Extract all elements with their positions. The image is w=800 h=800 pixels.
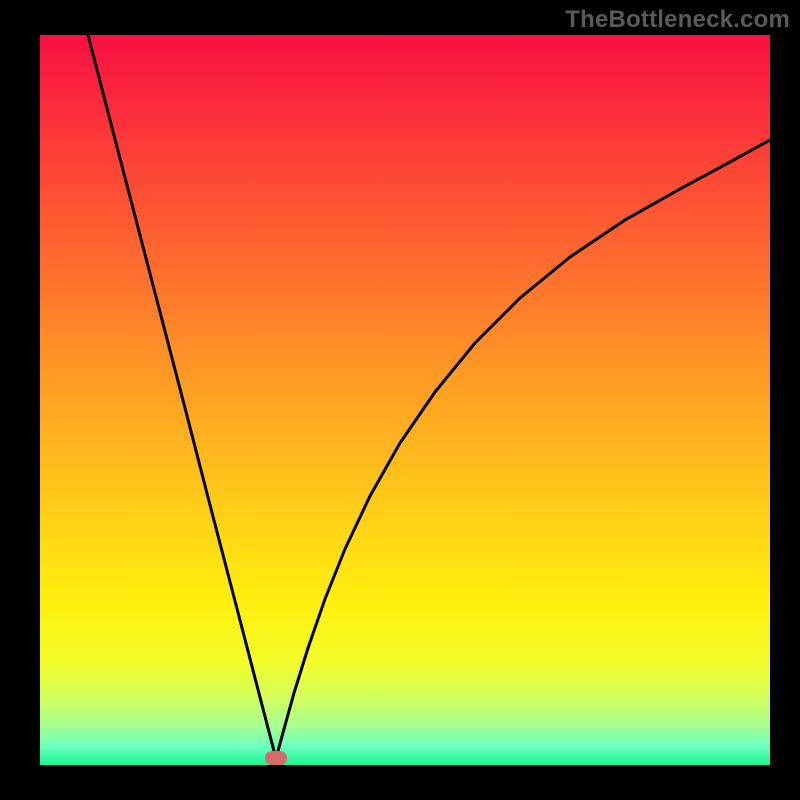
minimum-marker <box>265 751 287 765</box>
curve-path <box>88 35 770 758</box>
plot-area <box>40 35 770 765</box>
bottleneck-curve <box>40 35 770 765</box>
chart-container: TheBottleneck.com <box>0 0 800 800</box>
watermark-text: TheBottleneck.com <box>565 6 790 34</box>
